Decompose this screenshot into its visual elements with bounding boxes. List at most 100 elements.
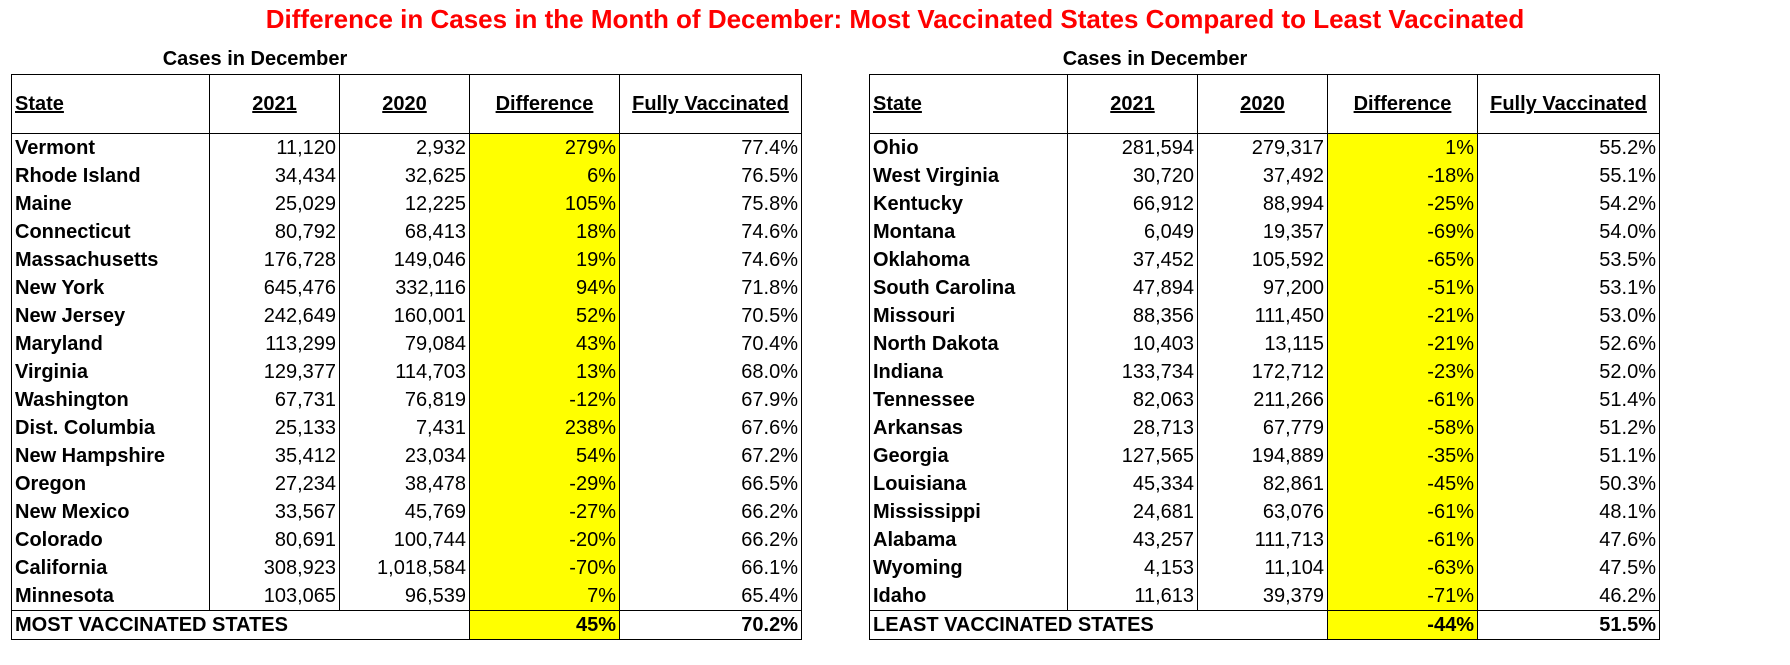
cases-2020-cell: 279,317 [1197, 133, 1328, 162]
table-row: Wyoming 4,153 11,104 -63% 47.5% [869, 554, 1660, 582]
least-vaccinated-table: State 2021 2020 Difference Fully Vaccina… [869, 74, 1660, 640]
vaccinated-cell: 52.6% [1477, 330, 1660, 358]
cases-2021-cell: 103,065 [209, 582, 340, 611]
state-cell: Missouri [869, 302, 1068, 330]
state-cell: Alabama [869, 526, 1068, 554]
difference-cell: -51% [1327, 274, 1478, 302]
table-row: Virginia 129,377 114,703 13% 68.0% [11, 358, 802, 386]
state-cell: Arkansas [869, 414, 1068, 442]
cases-2020-cell: 82,861 [1197, 470, 1328, 498]
table-row: Dist. Columbia 25,133 7,431 238% 67.6% [11, 414, 802, 442]
cases-2021-cell: 34,434 [209, 162, 340, 190]
header-fully-vaccinated: Fully Vaccinated [1477, 74, 1660, 134]
difference-cell: -21% [1327, 330, 1478, 358]
header-2020: 2020 [339, 74, 470, 134]
table-row: Indiana 133,734 172,712 -23% 52.0% [869, 358, 1660, 386]
cases-2021-cell: 67,731 [209, 386, 340, 414]
table-row: Kentucky 66,912 88,994 -25% 54.2% [869, 190, 1660, 218]
state-cell: Minnesota [11, 582, 210, 611]
cases-2021-cell: 35,412 [209, 442, 340, 470]
cases-2020-cell: 111,713 [1197, 526, 1328, 554]
vaccinated-cell: 67.6% [619, 414, 802, 442]
cases-2021-cell: 37,452 [1067, 246, 1198, 274]
header-state: State [11, 74, 210, 134]
total-label: MOST VACCINATED STATES [11, 610, 470, 640]
state-cell: Oklahoma [869, 246, 1068, 274]
vaccinated-cell: 53.5% [1477, 246, 1660, 274]
header-fully-vaccinated: Fully Vaccinated [619, 74, 802, 134]
table-row: Maryland 113,299 79,084 43% 70.4% [11, 330, 802, 358]
least-vaccinated-panel: Cases in December State 2021 2020 Differ… [869, 45, 1660, 640]
cases-2021-cell: 6,049 [1067, 218, 1198, 246]
state-cell: Maryland [11, 330, 210, 358]
table-row: Arkansas 28,713 67,779 -58% 51.2% [869, 414, 1660, 442]
table-row: Rhode Island 34,434 32,625 6% 76.5% [11, 162, 802, 190]
vaccinated-cell: 55.2% [1477, 133, 1660, 162]
vaccinated-cell: 48.1% [1477, 498, 1660, 526]
total-label: LEAST VACCINATED STATES [869, 610, 1328, 640]
state-cell: Mississippi [869, 498, 1068, 526]
cases-2020-cell: 7,431 [339, 414, 470, 442]
cases-2020-cell: 23,034 [339, 442, 470, 470]
cases-2021-cell: 645,476 [209, 274, 340, 302]
difference-cell: 13% [469, 358, 620, 386]
difference-cell: 19% [469, 246, 620, 274]
state-cell: South Carolina [869, 274, 1068, 302]
cases-2021-cell: 80,792 [209, 218, 340, 246]
cases-2021-cell: 28,713 [1067, 414, 1198, 442]
table-row: Louisiana 45,334 82,861 -45% 50.3% [869, 470, 1660, 498]
cases-caption: Cases in December [162, 48, 348, 70]
difference-cell: -23% [1327, 358, 1478, 386]
vaccinated-cell: 47.5% [1477, 554, 1660, 582]
cases-2020-cell: 96,539 [339, 582, 470, 611]
table-row: Alabama 43,257 111,713 -61% 47.6% [869, 526, 1660, 554]
vaccinated-cell: 54.2% [1477, 190, 1660, 218]
state-cell: Louisiana [869, 470, 1068, 498]
cases-2021-cell: 80,691 [209, 526, 340, 554]
cases-2020-cell: 100,744 [339, 526, 470, 554]
table-row: South Carolina 47,894 97,200 -51% 53.1% [869, 274, 1660, 302]
cases-2020-cell: 1,018,584 [339, 554, 470, 582]
vaccinated-cell: 66.2% [619, 498, 802, 526]
vaccinated-cell: 71.8% [619, 274, 802, 302]
table-row: Missouri 88,356 111,450 -21% 53.0% [869, 302, 1660, 330]
cases-2021-cell: 127,565 [1067, 442, 1198, 470]
difference-cell: 18% [469, 218, 620, 246]
table-row: Minnesota 103,065 96,539 7% 65.4% [11, 582, 802, 611]
table-row: Maine 25,029 12,225 105% 75.8% [11, 190, 802, 218]
table-row: Vermont 11,120 2,932 279% 77.4% [11, 133, 802, 162]
cases-2020-cell: 13,115 [1197, 330, 1328, 358]
cases-2021-cell: 129,377 [209, 358, 340, 386]
vaccinated-cell: 51.1% [1477, 442, 1660, 470]
state-cell: Dist. Columbia [11, 414, 210, 442]
vaccinated-cell: 54.0% [1477, 218, 1660, 246]
state-cell: Tennessee [869, 386, 1068, 414]
difference-cell: -69% [1327, 218, 1478, 246]
table-row: New York 645,476 332,116 94% 71.8% [11, 274, 802, 302]
vaccinated-cell: 67.2% [619, 442, 802, 470]
cases-2020-cell: 37,492 [1197, 162, 1328, 190]
total-vaccinated: 70.2% [619, 610, 802, 640]
total-vaccinated: 51.5% [1477, 610, 1660, 640]
difference-cell: 94% [469, 274, 620, 302]
state-cell: Georgia [869, 442, 1068, 470]
difference-cell: -61% [1327, 526, 1478, 554]
cases-2021-cell: 25,029 [209, 190, 340, 218]
header-row: State 2021 2020 Difference Fully Vaccina… [869, 74, 1660, 134]
cases-2021-cell: 45,334 [1067, 470, 1198, 498]
state-cell: Maine [11, 190, 210, 218]
state-cell: California [11, 554, 210, 582]
cases-2021-cell: 308,923 [209, 554, 340, 582]
most-vaccinated-table: State 2021 2020 Difference Fully Vaccina… [11, 74, 802, 640]
cases-2021-cell: 242,649 [209, 302, 340, 330]
cases-2020-cell: 76,819 [339, 386, 470, 414]
table-row: North Dakota 10,403 13,115 -21% 52.6% [869, 330, 1660, 358]
table-row: Washington 67,731 76,819 -12% 67.9% [11, 386, 802, 414]
vaccinated-cell: 55.1% [1477, 162, 1660, 190]
state-cell: Idaho [869, 582, 1068, 611]
cases-2021-cell: 113,299 [209, 330, 340, 358]
header-row: State 2021 2020 Difference Fully Vaccina… [11, 74, 802, 134]
difference-cell: -12% [469, 386, 620, 414]
header-2021: 2021 [209, 74, 340, 134]
vaccinated-cell: 76.5% [619, 162, 802, 190]
